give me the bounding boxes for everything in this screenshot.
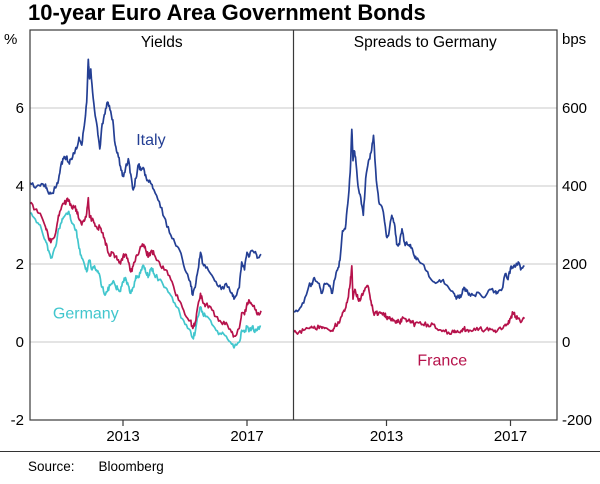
panel-heading: Yields [141,34,183,51]
france-spread-line [292,265,526,335]
plot-frame [29,29,558,421]
italy-line [29,58,262,300]
x-tick-label: 2013 [106,428,139,445]
y-tick-label-left: -2 [11,412,24,429]
x-tick-label: 2017 [230,428,263,445]
chart-title: 10-year Euro Area Government Bonds [28,0,426,25]
y-tick-label-right: 400 [562,178,587,195]
germany-line [29,210,262,349]
panel-heading: Spreads to Germany [354,34,497,51]
y-tick-label-right: 200 [562,256,587,273]
x-tick-label: 2013 [370,428,403,445]
footer-divider [0,451,600,452]
france-line [29,196,262,338]
y-tick-label-left: 2 [16,256,24,273]
source-label: Source: [28,459,75,474]
series-label-italy: Italy [136,132,165,149]
source-value: Bloomberg [98,459,164,474]
y-tick-label-right: 600 [562,100,587,117]
series-label-germany: Germany [53,306,119,323]
y-tick-label-left: 0 [16,334,24,351]
series-label-france: France [417,352,467,369]
y-tick-label-left: 4 [16,178,24,195]
y-tick-label-left: 6 [16,100,24,117]
source-note: Source: Bloomberg [28,459,164,474]
x-tick-label: 2017 [494,428,527,445]
chart-canvas: 2013 2017 Yields Italy Germany 2013 2017 Spread… [4,29,592,445]
left-unit-label: % [4,31,17,48]
y-tick-label-right: -200 [562,412,592,429]
italy-spread-line [293,128,525,313]
right-unit-label: bps [562,31,586,48]
y-tick-label-right: 0 [562,334,570,351]
